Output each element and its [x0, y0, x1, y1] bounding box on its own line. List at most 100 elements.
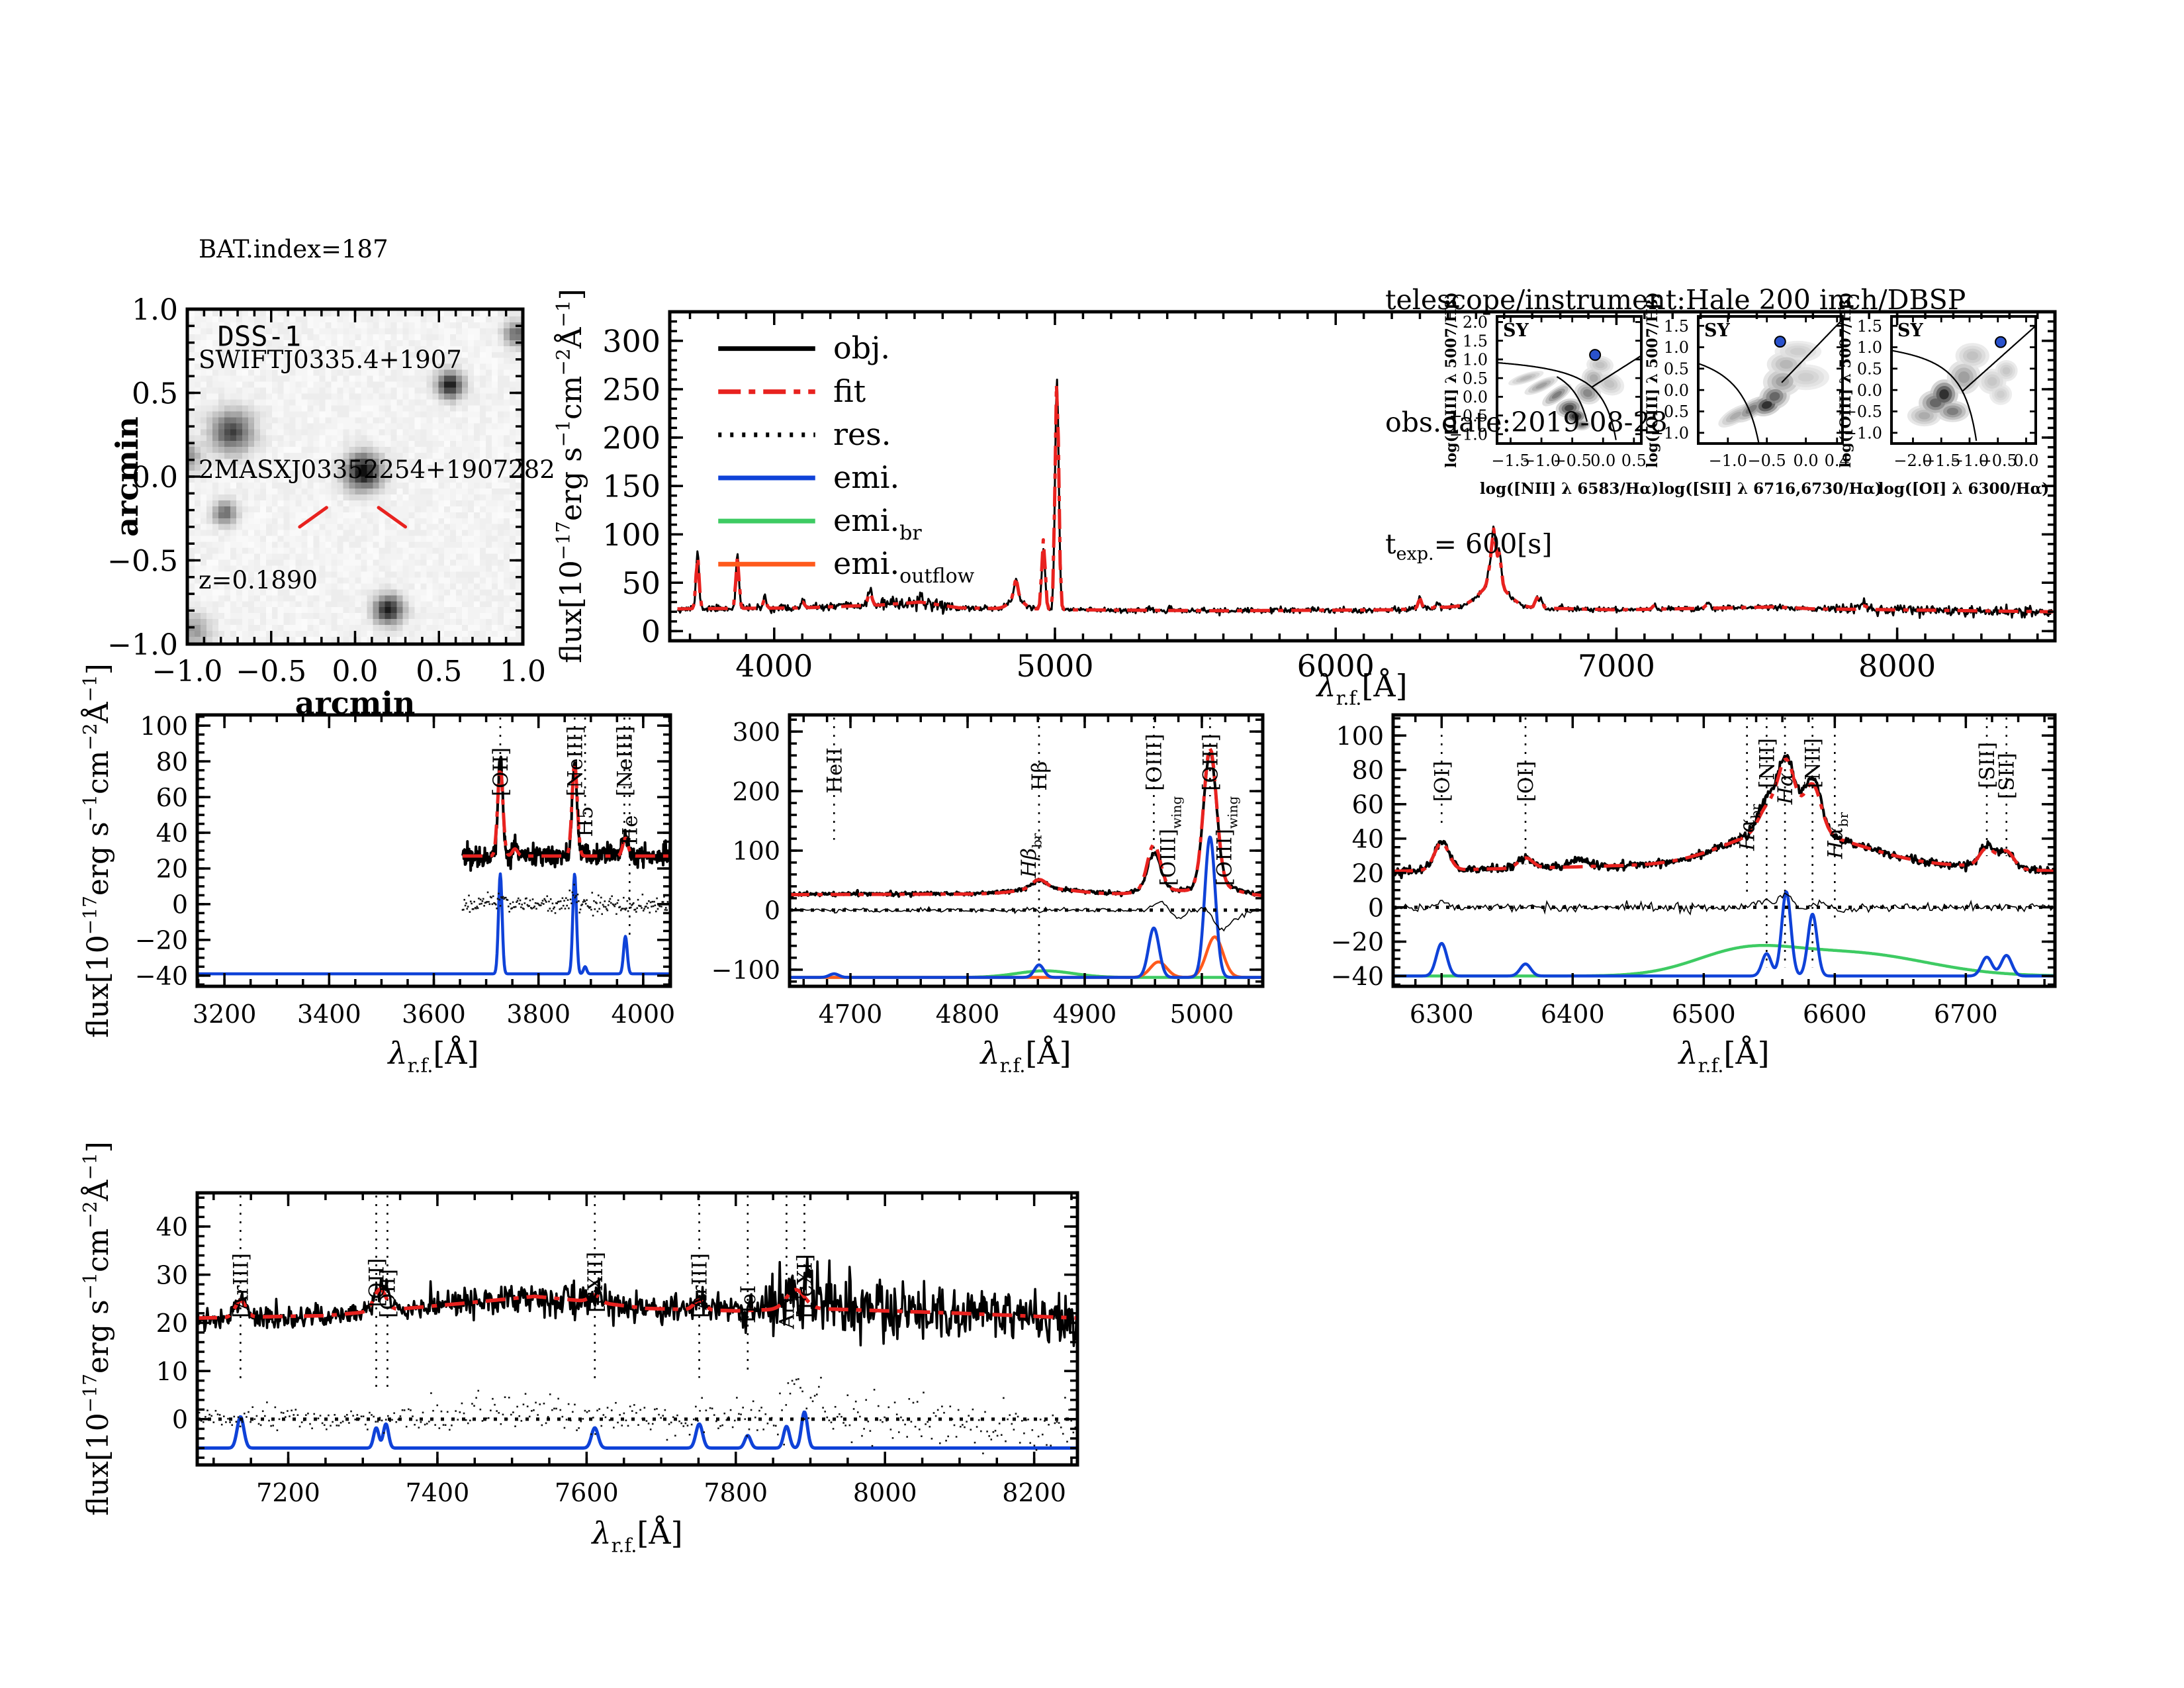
bpt-nii-curves [1497, 355, 1641, 440]
bpt-x-label: log([NII] λ 6583/Hα) [1480, 480, 1659, 498]
density-blob [1946, 408, 1959, 416]
residual-dot [719, 1425, 721, 1427]
residual-dot [662, 1415, 664, 1417]
residual-dot [549, 898, 552, 900]
annotation-label: [OIII]wing [1213, 796, 1241, 886]
plot-frame [195, 1191, 1079, 1467]
residual-dot [828, 1419, 831, 1422]
residual-dot [1005, 1440, 1007, 1442]
residual-dot [986, 1430, 988, 1432]
residual-dot [556, 902, 559, 905]
residual-dot [1023, 1432, 1025, 1434]
residual-dot [945, 1440, 947, 1442]
residual-dot [270, 1425, 272, 1427]
annotation-label: [ArIII] [688, 1253, 712, 1318]
residual-dot [528, 1415, 531, 1418]
residual-dot [623, 896, 625, 899]
x-tick-label: 7600 [555, 1478, 619, 1507]
y-tick-label: −1.0 [107, 628, 178, 662]
residual-dot [432, 1409, 434, 1412]
swift-id: SWIFTJ0335.4+1907 [199, 345, 462, 374]
residual-dot [994, 1430, 997, 1432]
legend-label: emi.outflow [833, 545, 975, 588]
residual-dot [953, 1424, 956, 1427]
residual-dot [789, 1392, 792, 1395]
annotation-label: [SII] [1995, 753, 2019, 799]
residual-dot [336, 1425, 338, 1427]
y-tick-label: 1.0 [1664, 338, 1689, 357]
x-tick-label: 8200 [1002, 1478, 1066, 1507]
residual-dot [895, 1413, 898, 1416]
residual-dot [403, 1409, 406, 1411]
demarcation-curve [1962, 325, 2036, 392]
residual-dot [494, 902, 496, 905]
residual-dot [1072, 1431, 1075, 1434]
density-blob [1958, 371, 1970, 383]
residual-dot [880, 1419, 882, 1421]
residual-dot [492, 895, 494, 898]
residual-dot [839, 1413, 841, 1415]
residual-dot [541, 900, 544, 902]
residual-dot [596, 902, 598, 904]
y-tick-label: 100 [602, 517, 660, 553]
residual-dot [486, 891, 489, 894]
residual-dot [338, 1425, 340, 1427]
y-tick-label: −0.5 [1449, 406, 1488, 425]
residual-dot [559, 900, 562, 902]
residual-dot [343, 1415, 346, 1418]
residual-dot [586, 899, 588, 902]
residual-dot [272, 1425, 275, 1427]
residual-dot [1013, 1429, 1015, 1430]
residual-dot [992, 1431, 995, 1433]
density-blob [1571, 413, 1580, 419]
bpt-sii-density [1718, 340, 1829, 428]
residual-dot [955, 1436, 958, 1438]
residual-dot [580, 904, 582, 906]
residual-dot [477, 1389, 480, 1392]
residual-dot [1056, 1421, 1058, 1423]
residual-dot [581, 903, 584, 906]
residual-dot [225, 1421, 227, 1423]
annotation-label: [OIII] [1199, 733, 1222, 790]
residual-dot [933, 1412, 935, 1414]
residual-dot [660, 1417, 662, 1419]
residual-dot [414, 1423, 416, 1426]
residual-dot [653, 900, 655, 903]
bpt-sii-curves [1698, 318, 1843, 444]
x-tick-label: 6000 [1297, 648, 1375, 684]
residual-dot [637, 1424, 639, 1426]
residual-dot [600, 1425, 603, 1427]
demarcation-curve [1556, 376, 1588, 422]
residual-dot [466, 908, 469, 910]
residual-dot [854, 1400, 857, 1403]
residual-dot [494, 1403, 496, 1406]
residual-dot [889, 1429, 892, 1430]
residual-dot [218, 1414, 221, 1416]
residual-dot [570, 902, 572, 904]
residual-dot [774, 1425, 777, 1427]
residual-dot [502, 1413, 504, 1416]
residual-dot [676, 1414, 678, 1417]
residual-dot [1033, 1444, 1036, 1447]
residual-dot [562, 904, 565, 907]
residual-dot [471, 902, 473, 905]
residual-dot [496, 898, 499, 900]
residual-dot [326, 1428, 328, 1430]
density-blob [1729, 411, 1742, 420]
y-tick-label: 60 [156, 783, 188, 812]
residual-dot [593, 900, 595, 902]
residual-dot [524, 1393, 527, 1395]
observation-info: telescope/instrument:Hale 200 inch/DBSP … [1385, 199, 1966, 649]
slit-marker [298, 506, 328, 529]
residual-dot [1052, 1414, 1054, 1417]
residual-dot [661, 901, 664, 903]
residual-dot [504, 896, 506, 899]
residual-dot [787, 1382, 790, 1384]
annotation-label: [OII] [489, 747, 513, 796]
residual-dot [651, 900, 654, 903]
residual-dot [565, 1419, 568, 1421]
residual-dot [611, 895, 613, 898]
bpt-nii-axes: −1.5−1.0−0.50.0 0.52.01.51.00.50.0−0.5−1.… [1449, 313, 1647, 470]
residual-dot [1015, 1413, 1017, 1415]
residual-dot [1041, 1433, 1044, 1436]
